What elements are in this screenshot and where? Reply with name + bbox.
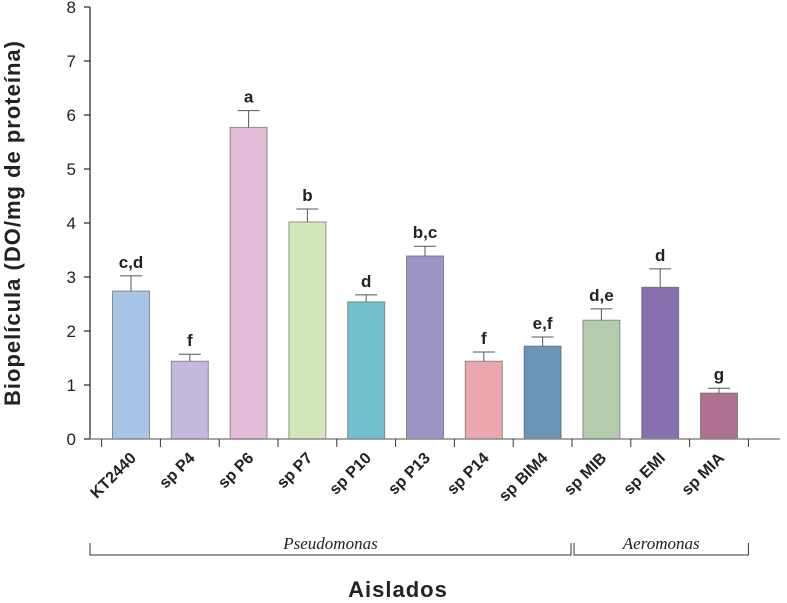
y-tick-label: 6 (67, 106, 76, 125)
bar (641, 286, 680, 440)
significance-label: b (302, 186, 312, 205)
x-tick-label: sp P6 (215, 450, 257, 492)
x-tick-label: sp P10 (327, 450, 376, 499)
bar (229, 126, 268, 440)
y-tick-label: 0 (67, 430, 76, 449)
group-bracket (89, 543, 572, 556)
group-label: Aeromonas (622, 534, 700, 553)
significance-label: d (655, 246, 665, 265)
x-tick-label: sp P7 (274, 450, 316, 492)
y-tick-label: 8 (67, 0, 76, 17)
x-tick-label: sp P4 (156, 450, 198, 492)
bar (112, 290, 150, 440)
x-tick-label: sp MIB (561, 450, 610, 499)
bar (700, 392, 738, 440)
bar (347, 301, 386, 440)
significance-label: f (187, 331, 193, 350)
y-tick-label: 7 (67, 52, 76, 71)
x-tick-label: sp MIA (679, 449, 728, 498)
y-tick-label: 1 (67, 376, 76, 395)
y-axis-label: Biopelícula (DO/mg de proteína) (0, 40, 25, 406)
significance-label: b,c (413, 223, 438, 242)
x-axis-label: Aislados (348, 577, 448, 602)
group-label: Pseudomonas (282, 534, 378, 553)
bar (406, 255, 444, 440)
x-tick-label: sp P14 (444, 450, 493, 499)
y-tick-label: 5 (67, 160, 76, 179)
bar (582, 319, 621, 440)
bar (288, 221, 327, 440)
significance-label: d (361, 272, 371, 291)
significance-label: d,e (589, 286, 614, 305)
x-tick-label: sp EMI (621, 450, 669, 498)
bar (464, 360, 503, 440)
x-tick-label: KT2440 (88, 450, 140, 502)
significance-label: c,d (119, 253, 144, 272)
significance-label: f (481, 329, 487, 348)
y-tick-label: 4 (67, 214, 76, 233)
bar (170, 360, 209, 440)
significance-label: a (244, 88, 254, 107)
x-tick-label: sp BIM4 (496, 450, 551, 505)
significance-label: g (714, 365, 724, 384)
bar (523, 345, 562, 440)
y-tick-label: 2 (67, 322, 76, 341)
group-bracket (573, 543, 749, 556)
x-tick-label: sp P13 (385, 450, 434, 499)
y-tick-label: 3 (67, 268, 76, 287)
significance-label: e,f (533, 314, 553, 333)
